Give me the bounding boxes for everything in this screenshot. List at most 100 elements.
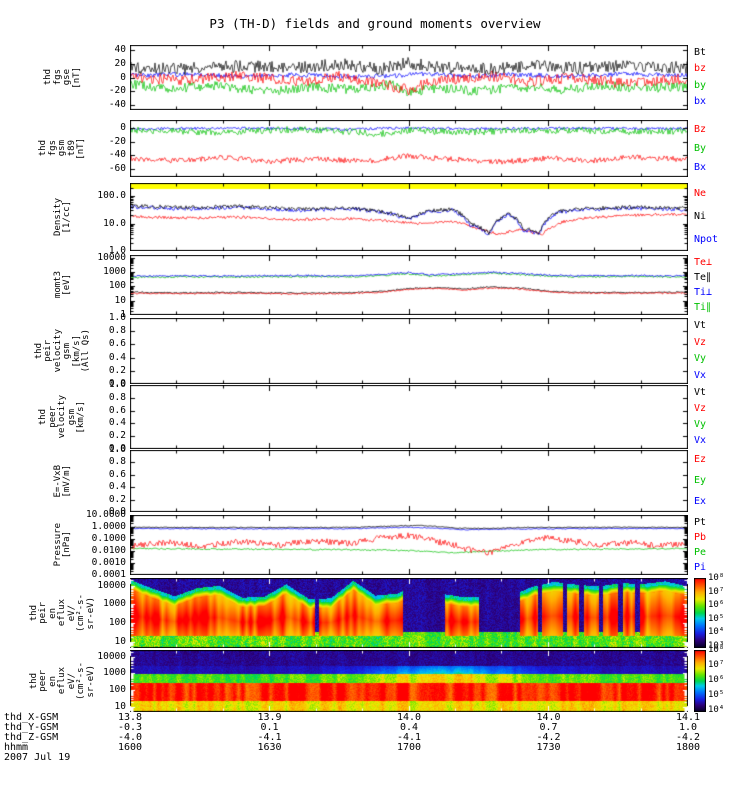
y-tick-label: 10 <box>114 636 126 648</box>
y-tick-label: 10.0 <box>103 217 126 229</box>
legend-label-Te∥: Te∥ <box>694 271 712 283</box>
y-tick-label: -20 <box>108 135 126 147</box>
footer-tick-value: 0.4 <box>399 722 419 733</box>
y-tick-label: 0.1000 <box>91 533 126 544</box>
panel-ion-velocity: thd peir velocity gsm [km/s] (All Qs) 1.0 0.8 0.… <box>0 313 750 389</box>
legend-label-Vz: Vz <box>694 336 707 348</box>
footer-tick-value: 14.0 <box>396 712 422 723</box>
legend-label-Pi: Pi <box>694 561 707 573</box>
colorbar-tick-label: 10⁷ <box>708 660 725 670</box>
legend-label-Ti∥: Ti∥ <box>694 301 712 313</box>
y-tick-label: 0.6 <box>108 338 126 350</box>
y-axis-label-line: [eV] <box>62 274 72 296</box>
y-tick-label: 1000 <box>103 667 126 679</box>
y-tick-label: 100 <box>108 684 126 696</box>
footer-tick-value: 1700 <box>396 742 422 753</box>
footer-tick-value: 1730 <box>536 742 561 753</box>
y-tick-label: 10000 <box>97 650 126 662</box>
footer-row-label: hhmm <box>4 742 29 753</box>
legend-label-Pe: Pe <box>694 546 707 558</box>
colorbar-tick-label: 10⁴ <box>708 705 725 715</box>
footer-row-label: thd_Y-GSM <box>4 722 59 733</box>
footer-row-label: thd_X-GSM <box>4 712 59 723</box>
y-tick-label: 1.0000 <box>91 521 126 532</box>
panel-temperatures: momt3 [eV] 10000 1000 100 10 1 Te⊥ Te∥ Ti⊥ Ti∥ <box>0 251 750 319</box>
legend-label-Npot: Npot <box>694 233 719 245</box>
legend-label-by: by <box>694 79 707 91</box>
legend-label-Bt: Bt <box>694 47 707 59</box>
y-tick-label: 20 <box>114 57 126 69</box>
legend-label-Ne: Ne <box>694 188 707 200</box>
legend-label-Ey: Ey <box>694 475 707 486</box>
y-tick-label: 0 <box>120 71 126 83</box>
plot-canvas-fgs_gsm <box>130 120 688 177</box>
footer-tick-value: -4.2 <box>675 732 701 743</box>
footer-tick-value: -4.2 <box>536 732 561 743</box>
colorbar <box>694 578 706 648</box>
panel-fgs-gsm-t89: thd fgs gsm t89 [nT] 0 -20 -40 -60 Bz By Bx <box>0 120 750 177</box>
legend-label-Pt: Pt <box>694 516 707 528</box>
panel-fgs-gse: thd fgs gse [nT] 40 20 0 -20 -40 Bt bz by bx <box>0 45 750 110</box>
panel-pressure: Pressure [nPa] 10.0000 1.0000 0.1000 0.0100 0.… <box>0 510 750 580</box>
plot-canvas-ele_spec <box>130 650 688 712</box>
y-tick-label: 0.4 <box>108 351 126 363</box>
y-tick-label: 0.2 <box>108 493 126 505</box>
footer-tick-value: 14.0 <box>536 712 561 723</box>
y-tick-label: 0.4 <box>108 481 126 493</box>
colorbar-tick-label: 10⁷ <box>708 586 725 597</box>
footer-row-label: thd_Z-GSM <box>4 732 59 743</box>
footer-tick-value: 13.8 <box>117 712 143 723</box>
legend-label-Vx: Vx <box>694 369 707 381</box>
footer-tick-value: 13.9 <box>257 712 282 723</box>
y-axis-label-line: [1/cc] <box>62 200 72 234</box>
y-tick-label: 0.8 <box>108 456 126 468</box>
legend-label-Vx: Vx <box>694 435 707 446</box>
legend-label-Ti⊥: Ti⊥ <box>694 286 713 298</box>
footer-tick-value: 0.7 <box>539 722 558 733</box>
y-tick-label: 0.2 <box>108 430 126 442</box>
colorbar-tick-label: 10⁶ <box>708 600 725 611</box>
footer-tick-value: -4.1 <box>396 732 422 743</box>
x-axis-footer: thd_X-GSM 13.8 13.9 14.0 14.0 14.1 thd_Y-GSM -0… <box>0 713 750 783</box>
colorbar-tick-label: 10⁴ <box>708 627 725 638</box>
y-tick-label: 0.6 <box>108 404 126 416</box>
footer-tick-value: 0.1 <box>260 722 279 733</box>
plot-canvas-efield <box>130 450 688 512</box>
y-tick-label: 1000 <box>103 265 126 277</box>
y-tick-label: -20 <box>108 85 126 97</box>
footer-tick-value: 1.0 <box>678 722 698 733</box>
y-axis-label-line: [mV/m] <box>62 464 72 498</box>
y-tick-label: 0.2 <box>108 364 126 376</box>
plot-canvas-density <box>130 183 688 251</box>
y-tick-label: 100 <box>108 280 126 292</box>
colorbar-tick-label: 10⁸ <box>708 645 725 655</box>
footer-tick-value: -4.1 <box>257 732 282 743</box>
footer-tick-value: 14.1 <box>675 712 701 723</box>
panel-electron-velocity: thd peer velocity gsm [km/s] 1.0 0.8 0.6 0.4 0.2 0… <box>0 380 750 454</box>
panel-ion-spectrogram: thd peir en eflux eV/(cm²-s-sr-eV) 10000 1000 1… <box>0 574 750 651</box>
y-tick-label: 10000 <box>97 251 126 263</box>
legend-label-Te⊥: Te⊥ <box>694 256 713 268</box>
y-tick-label: 0.0 <box>108 506 126 517</box>
plot-canvas-pressure <box>130 515 688 575</box>
y-tick-label: 1.0 <box>108 379 126 390</box>
y-tick-label: 10 <box>114 294 126 306</box>
y-tick-label: 10000 <box>97 579 126 591</box>
y-axis-label-line: [nPa] <box>62 531 72 559</box>
colorbar-tick-label: 10⁵ <box>708 690 725 700</box>
legend-label-Vy: Vy <box>694 353 707 365</box>
y-tick-label: 1.0 <box>108 312 126 323</box>
y-tick-label: 0.4 <box>108 417 126 429</box>
legend-label-Vt: Vt <box>694 320 707 332</box>
legend-label-Ez: Ez <box>694 454 707 466</box>
legend-label-By: By <box>694 142 707 154</box>
plot-canvas-momt3 <box>130 255 688 315</box>
footer-tick-value: 1630 <box>257 742 282 753</box>
legend-label-Vt: Vt <box>694 387 707 398</box>
y-tick-label: 100.0 <box>97 190 126 202</box>
y-tick-label: 0.0100 <box>91 545 126 556</box>
y-tick-label: 1.0 <box>108 245 126 256</box>
footer-tick-value: 1600 <box>117 742 143 753</box>
y-tick-label: 40 <box>114 44 126 56</box>
